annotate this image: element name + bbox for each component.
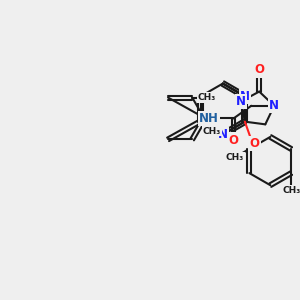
- Text: N: N: [236, 95, 246, 108]
- Text: CH₃: CH₃: [198, 93, 216, 102]
- Text: NH: NH: [199, 112, 219, 125]
- Text: CH₃: CH₃: [202, 127, 221, 136]
- Text: N: N: [218, 128, 228, 141]
- Text: CH₃: CH₃: [282, 185, 300, 194]
- Text: O: O: [229, 134, 238, 147]
- Text: O: O: [254, 64, 264, 76]
- Text: N: N: [269, 99, 279, 112]
- Text: CH₃: CH₃: [226, 153, 244, 162]
- Text: N: N: [240, 90, 250, 103]
- Text: O: O: [249, 137, 260, 150]
